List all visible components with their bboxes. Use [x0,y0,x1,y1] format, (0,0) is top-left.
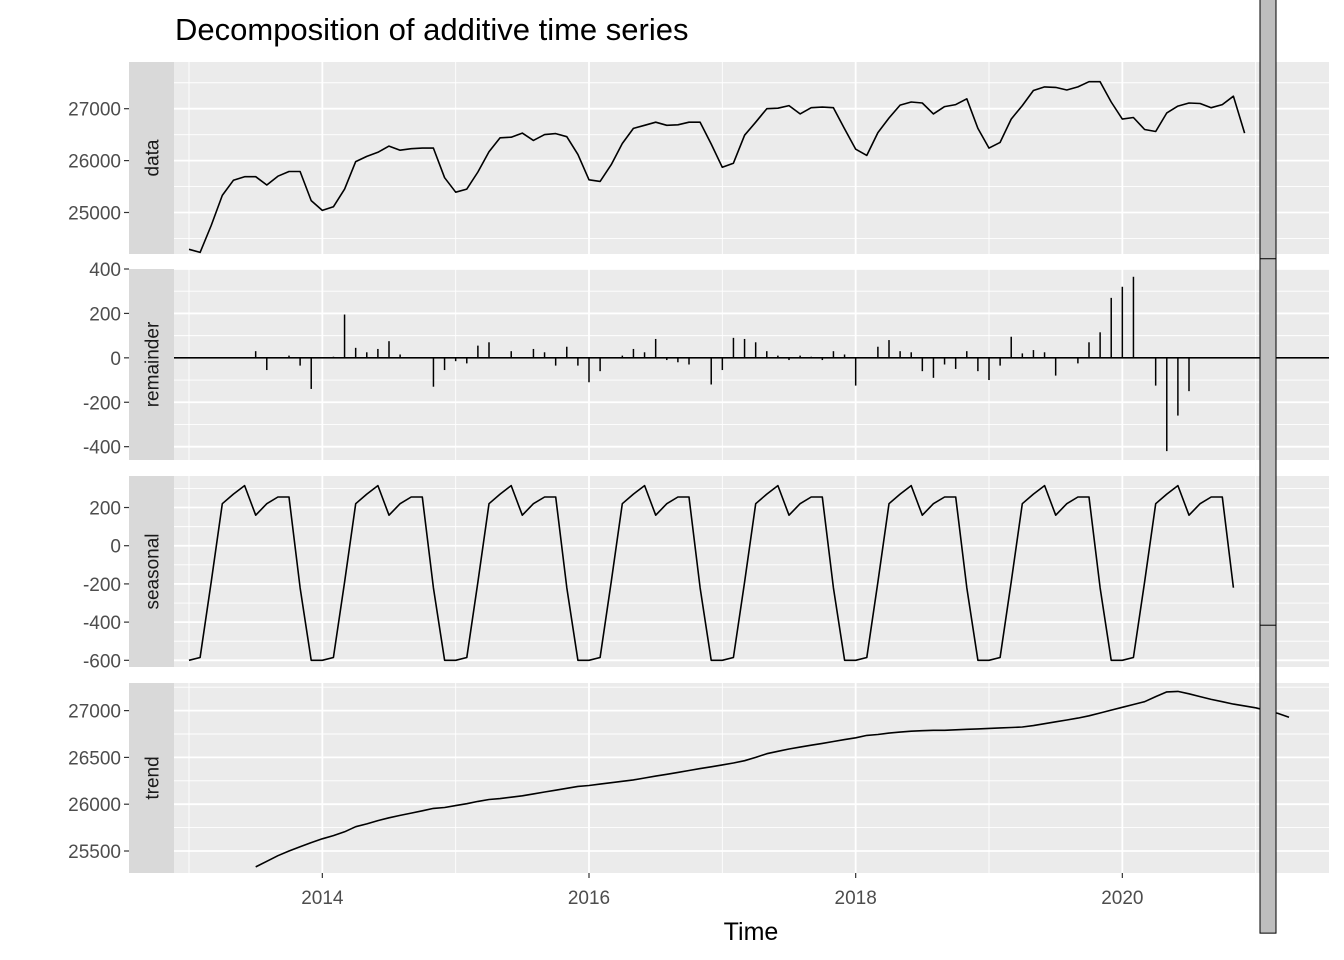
y-tick-label: 27000 [68,702,121,723]
y-tick-label: 200 [89,499,121,520]
y-tick-label: 400 [89,260,121,281]
strip-label: seasonal [143,533,164,609]
y-tick-label: 200 [89,304,121,325]
strip-seasonal [129,476,174,667]
y-tick-label: -400 [83,438,121,459]
x-tick-label: 2020 [1101,888,1143,909]
strip-remainder [129,269,174,460]
panel-background [174,683,1329,873]
y-tick-label: 26000 [68,152,121,173]
y-tick-label: -200 [83,393,121,414]
y-tick-label: 25000 [68,203,121,224]
chart-title: Decomposition of additive time series [175,12,688,47]
panel-remainder: -400 -200 0 200 400 remainder [83,0,1329,730]
chart-panels: 25000 26000 27000 data -400 -200 0 200 400 remain… [68,0,1329,934]
panel-trend: 25500 26000 26500 27000 trend [68,624,1329,934]
y-tick-label: -600 [83,651,121,672]
y-tick-label: 26500 [68,748,121,769]
y-tick-label: 0 [110,537,121,558]
x-tick-label: 2016 [568,888,610,909]
strip-label: data [143,139,164,176]
y-tick-label: -400 [83,613,121,634]
strip-trend [129,683,174,873]
y-tick-label: 27000 [68,100,121,121]
strip-label: trend [143,756,164,799]
strip-data [129,62,174,254]
x-tick-label: 2014 [301,888,344,909]
series-line-data [188,80,1246,254]
series-line-trend [255,690,1290,868]
x-axis: 2014 2016 2018 2020 [301,873,1143,909]
series-line-seasonal [188,484,1235,662]
panel-data: 25000 26000 27000 data [68,62,1329,254]
panel-background [174,62,1329,254]
y-tick-label: -200 [83,575,121,596]
y-tick-label: 26000 [68,795,121,816]
x-tick-label: 2018 [835,888,877,909]
range-bar-trend [1259,624,1277,934]
y-tick-label: 0 [110,349,121,370]
strip-label: remainder [143,321,164,407]
y-tick-label: 25500 [68,842,121,863]
x-axis-title: Time [724,918,779,946]
panel-background [174,269,1329,460]
